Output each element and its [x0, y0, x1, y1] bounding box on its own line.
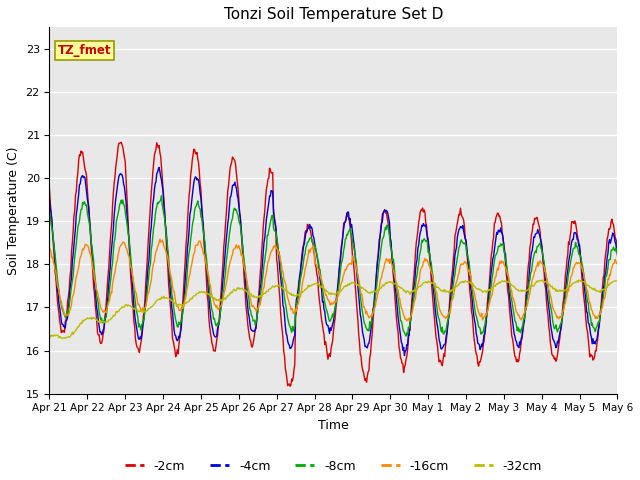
- -8cm: [438, 329, 445, 335]
- -8cm: [402, 333, 410, 339]
- -8cm: [157, 193, 165, 199]
- -32cm: [45, 336, 53, 341]
- -4cm: [563, 274, 571, 279]
- -16cm: [171, 294, 179, 300]
- -32cm: [195, 290, 202, 296]
- -2cm: [614, 253, 621, 259]
- -32cm: [614, 278, 621, 284]
- -8cm: [171, 312, 179, 318]
- Line: -2cm: -2cm: [49, 143, 618, 386]
- -16cm: [45, 246, 53, 252]
- -16cm: [326, 300, 333, 306]
- Line: -4cm: -4cm: [49, 168, 618, 356]
- -32cm: [325, 291, 333, 297]
- -16cm: [195, 238, 203, 244]
- X-axis label: Time: Time: [318, 419, 349, 432]
- -32cm: [170, 300, 178, 306]
- -4cm: [438, 346, 445, 352]
- -16cm: [381, 260, 388, 266]
- -4cm: [326, 331, 333, 336]
- -2cm: [438, 361, 445, 367]
- -8cm: [195, 205, 203, 211]
- Line: -16cm: -16cm: [49, 239, 618, 321]
- Y-axis label: Soil Temperature (C): Soil Temperature (C): [7, 146, 20, 275]
- -4cm: [401, 353, 408, 359]
- -16cm: [403, 318, 411, 324]
- -8cm: [326, 318, 333, 324]
- -32cm: [563, 287, 570, 293]
- -2cm: [563, 257, 571, 263]
- Title: Tonzi Soil Temperature Set D: Tonzi Soil Temperature Set D: [224, 7, 443, 22]
- -4cm: [156, 165, 163, 170]
- -4cm: [45, 196, 53, 202]
- Legend: -2cm, -4cm, -8cm, -16cm, -32cm: -2cm, -4cm, -8cm, -16cm, -32cm: [120, 455, 547, 478]
- -4cm: [195, 182, 203, 188]
- -2cm: [381, 210, 389, 216]
- -32cm: [436, 287, 444, 292]
- -8cm: [563, 283, 571, 289]
- Line: -32cm: -32cm: [49, 280, 618, 338]
- -2cm: [195, 169, 203, 175]
- -8cm: [45, 209, 53, 215]
- -2cm: [171, 348, 179, 353]
- -16cm: [614, 260, 621, 266]
- -8cm: [381, 228, 388, 233]
- -8cm: [614, 251, 621, 256]
- -16cm: [563, 293, 571, 299]
- -32cm: [380, 283, 388, 288]
- -16cm: [156, 236, 164, 242]
- -2cm: [326, 354, 334, 360]
- -4cm: [614, 251, 621, 256]
- -16cm: [438, 311, 445, 316]
- Text: TZ_fmet: TZ_fmet: [58, 44, 111, 57]
- -4cm: [381, 207, 388, 213]
- -2cm: [45, 186, 53, 192]
- -2cm: [286, 384, 294, 389]
- -2cm: [117, 140, 125, 145]
- -32cm: [539, 277, 547, 283]
- -4cm: [171, 332, 179, 338]
- Line: -8cm: -8cm: [49, 196, 618, 336]
